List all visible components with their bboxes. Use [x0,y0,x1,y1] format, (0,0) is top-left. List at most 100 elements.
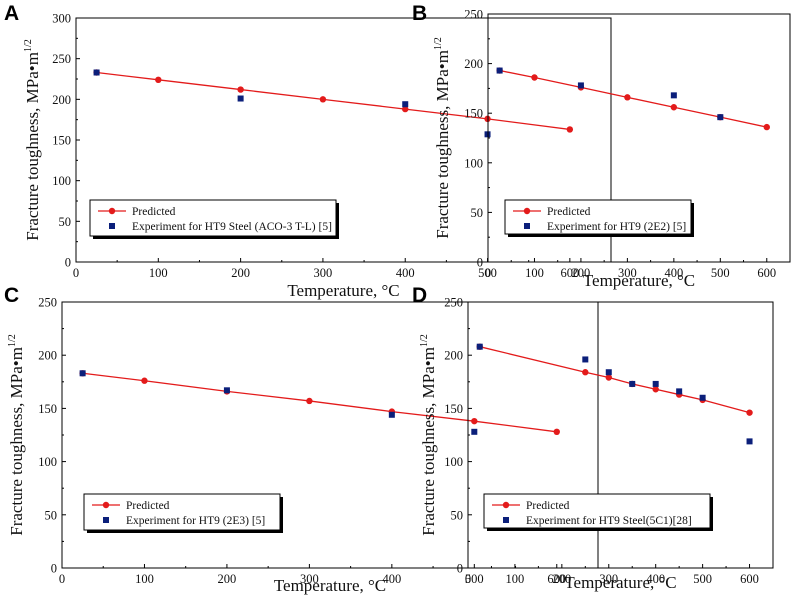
x-tick-label: 400 [396,266,415,280]
x-tick-label: 100 [525,266,544,280]
predicted-point [566,126,574,133]
experiment-point [652,380,659,387]
y-axis-title-sup: 1/2 [419,334,430,347]
legend-predicted-label: Predicted [126,500,170,512]
x-axis-title: Temperature, °C [583,271,695,290]
predicted-point [652,386,659,393]
x-tick-label: 0 [59,572,65,586]
predicted-point [141,377,148,384]
experiment-point [577,82,584,89]
x-tick-label: 600 [740,572,759,586]
legend-experiment-marker [103,517,109,523]
y-axis-title-main: Fracture toughness, MPa•m [7,347,26,536]
legend-box [504,199,692,235]
y-tick-label: 200 [38,349,57,363]
x-tick-label: 600 [560,266,579,280]
experiment-point [237,95,244,102]
legend-experiment-marker [524,223,530,229]
predicted-line [479,346,750,414]
y-tick-label: 150 [444,402,463,416]
legend-predicted-label: Predicted [547,206,591,218]
x-tick-label: 400 [382,572,401,586]
chart-panel-c: C0 100 200 300 400 500 600050100150200250Tempe… [4,284,599,595]
panel-letter: B [412,2,427,25]
y-tick-label: 50 [471,206,484,220]
x-tick-label: 200 [231,266,250,280]
y-tick-label: 50 [451,508,464,522]
legend-experiment-label: Experiment for HT9 Steel (ACO-3 T-L) [5] [132,221,332,233]
predicted-point [605,374,612,381]
x-tick-label: 300 [599,572,618,586]
predicted-point [746,409,753,416]
predicted-line [96,71,570,131]
legend-predicted-marker [108,207,116,215]
y-axis-title: Fracture toughness, MPa•m1/2 [419,334,438,535]
predicted-point [531,74,538,81]
y-axis-title-main: Fracture toughness, MPa•m [23,52,42,241]
legend-experiment-marker [109,223,115,229]
experiment-point [605,369,612,376]
y-axis-title-sup: 1/2 [433,37,444,50]
experiment-point [746,438,753,445]
y-tick-label: 0 [457,562,463,576]
legend-predicted-marker [502,501,510,509]
experiment-point [582,356,589,363]
predicted-point [402,105,409,113]
legend-experiment-label: Experiment for HT9 (2E2) [5] [547,221,686,233]
predicted-line [499,69,767,128]
experiment-point [629,380,636,387]
x-tick-label: 600 [757,266,776,280]
legend-predicted-marker [523,207,531,215]
y-tick-label: 100 [464,156,483,170]
x-tick-label: 100 [135,572,154,586]
y-tick-label: 200 [52,93,71,107]
predicted-point [306,397,313,405]
chart-panel-a: A0 100 200 300 400 500 600050100150200250300Te… [4,2,612,300]
x-tick-label: 400 [646,572,665,586]
experiment-point [223,387,230,394]
x-tick-label: 0 [465,572,471,586]
y-axis-title: Fracture toughness, MPa•m1/2 [433,37,452,238]
x-axis-title: Temperature, °C [564,573,676,592]
predicted-point [155,76,162,84]
experiment-point [402,101,409,108]
legend-predicted-marker [102,501,110,509]
x-tick-label: 400 [664,266,683,280]
y-axis-title: Fracture toughness, MPa•m1/2 [23,39,42,240]
y-tick-label: 0 [65,256,71,270]
panel-letter: C [4,284,19,307]
y-tick-label: 250 [464,8,483,22]
x-tick-label: 300 [314,266,333,280]
y-tick-label: 250 [52,52,71,66]
x-tick-label: 600 [547,572,566,586]
y-axis-title-main: Fracture toughness, MPa•m [433,50,452,239]
legend-box [483,493,711,529]
y-axis-title-sup: 1/2 [7,334,18,347]
predicted-point [624,94,631,101]
y-tick-label: 100 [444,455,463,469]
x-tick-label: 300 [618,266,637,280]
x-axis-title: Temperature, °C [274,576,386,595]
predicted-point [471,417,478,425]
x-tick-label: 0 [485,266,491,280]
x-tick-label: 500 [711,266,730,280]
x-tick-label: 500 [478,266,497,280]
legend-experiment-label: Experiment for HT9 (2E3) [5] [126,515,265,527]
legend-predicted-label: Predicted [132,206,176,218]
legend-predicted-label: Predicted [526,500,570,512]
experiment-point [670,92,677,99]
y-tick-label: 200 [464,57,483,71]
predicted-point [319,96,327,103]
x-tick-label: 100 [506,572,525,586]
experiment-point [496,67,503,74]
x-tick-label: 200 [552,572,571,586]
x-tick-label: 500 [693,572,712,586]
y-tick-label: 200 [444,349,463,363]
chart-panel-b: B 0 100 200 300 400 500 600 0 50 100 150 200 250 Tempe… [412,2,791,290]
predicted-point [582,369,589,376]
chart-panel-d: D 0 100 200 300 400 500 600 0 50 100 150 200 250 Tempe… [412,284,774,592]
x-tick-label: 300 [300,572,319,586]
experiment-point [676,388,683,395]
